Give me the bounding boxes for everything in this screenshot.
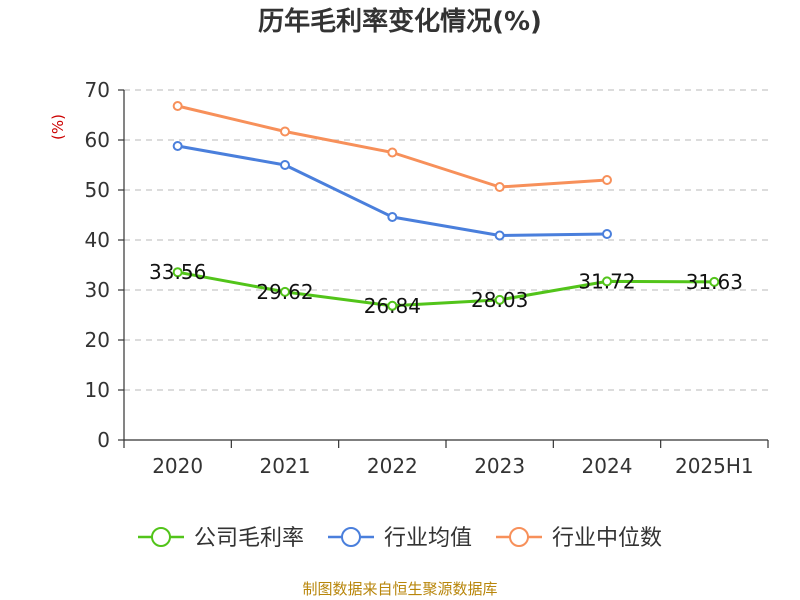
x-tick-label: 2025H1 bbox=[675, 454, 754, 478]
data-point bbox=[602, 276, 612, 287]
legend-label: 行业均值 bbox=[384, 526, 472, 551]
data-point bbox=[280, 160, 290, 170]
data-point bbox=[494, 230, 505, 241]
data-point bbox=[172, 141, 183, 151]
x-tick-label: 2024 bbox=[582, 454, 633, 478]
data-point bbox=[602, 229, 612, 239]
x-tick-label: 2021 bbox=[260, 454, 311, 478]
legend-symbol-marker bbox=[151, 527, 171, 547]
y-tick-label: 0 bbox=[97, 428, 110, 452]
data-label: 29.62 bbox=[256, 280, 313, 304]
y-tick-label: 70 bbox=[85, 78, 110, 102]
y-tick-label: 30 bbox=[85, 278, 110, 302]
x-tick-label: 2020 bbox=[152, 454, 203, 478]
data-point bbox=[280, 126, 290, 137]
data-point bbox=[387, 300, 398, 311]
chart-title: 历年毛利率变化情况(%) bbox=[258, 6, 542, 37]
data-point bbox=[709, 276, 720, 287]
legend-label: 公司毛利率 bbox=[194, 526, 304, 551]
source-note: 制图数据来自恒生聚源数据库 bbox=[302, 580, 497, 598]
data-label: 31.72 bbox=[578, 269, 635, 293]
data-label-layer: 33.56 29.62 26.84 28.03 31.72 31.63 bbox=[149, 260, 743, 318]
y-tick-label: 40 bbox=[85, 228, 110, 252]
grid-layer bbox=[124, 89, 768, 391]
data-label: 28.03 bbox=[471, 288, 528, 312]
series-layer bbox=[172, 101, 720, 311]
x-tick-label: 2022 bbox=[367, 454, 418, 478]
data-label: 31.63 bbox=[686, 270, 743, 294]
y-tick-label: 60 bbox=[85, 128, 110, 152]
data-point bbox=[172, 101, 183, 111]
data-label: 26.84 bbox=[364, 294, 421, 318]
series-line bbox=[176, 104, 609, 189]
data-point bbox=[494, 182, 505, 192]
data-point bbox=[387, 147, 398, 158]
x-tick-label: 2023 bbox=[474, 454, 525, 478]
y-axis-unit-label: (%) bbox=[49, 114, 67, 140]
data-point bbox=[494, 294, 505, 305]
legend-label: 行业中位数 bbox=[552, 526, 662, 551]
legend: 公司毛利率 行业均值 行业中位数 bbox=[138, 526, 662, 551]
legend-symbol-marker bbox=[341, 527, 361, 547]
data-point bbox=[387, 212, 398, 222]
data-point bbox=[172, 267, 183, 278]
data-point bbox=[602, 175, 612, 185]
legend-symbol-marker bbox=[509, 527, 529, 547]
data-point bbox=[280, 286, 290, 297]
y-tick-label: 20 bbox=[85, 328, 110, 352]
y-tick-label: 10 bbox=[85, 378, 110, 402]
series-line bbox=[176, 144, 609, 237]
series-line bbox=[176, 270, 716, 308]
y-tick-label: 50 bbox=[85, 178, 110, 202]
axis-layer: 0 10 20 30 40 50 60 70 2020 2021 2022 2023 2024 2025H… bbox=[85, 78, 769, 478]
data-label: 33.56 bbox=[149, 260, 206, 284]
